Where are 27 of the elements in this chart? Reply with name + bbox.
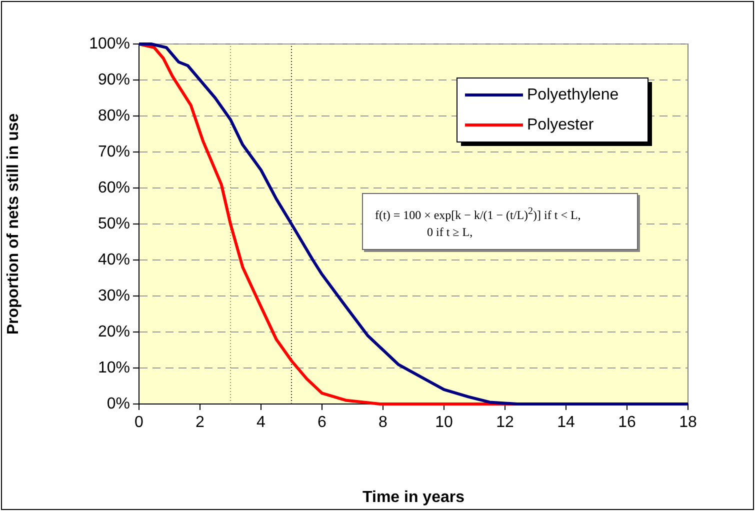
x-tick-label: 18 bbox=[679, 414, 697, 432]
x-tick-label: 14 bbox=[557, 414, 575, 432]
x-tick-label: 4 bbox=[256, 414, 266, 432]
annotation: f(t) = 100 × exp[k − k/(1 − (t/L)$^{2}$)] if t < L, bbox=[375, 205, 581, 224]
y-tick-label: 100% bbox=[89, 35, 130, 52]
x-axis-title: Time in years bbox=[362, 488, 465, 506]
legend-label: Polyethylene bbox=[527, 86, 619, 104]
x-tick-label: 0 bbox=[134, 414, 144, 432]
x-tick-label: 8 bbox=[378, 414, 388, 432]
x-tick-label: 6 bbox=[318, 414, 327, 432]
x-tick-label: 10 bbox=[435, 414, 453, 432]
x-tick-label: 16 bbox=[618, 414, 636, 432]
y-tick-label: 10% bbox=[98, 359, 130, 376]
y-tick-label: 80% bbox=[98, 107, 130, 124]
y-tick-label: 30% bbox=[98, 287, 130, 304]
x-tick-label: 12 bbox=[496, 414, 514, 432]
x-tick-label: 2 bbox=[196, 414, 205, 432]
y-tick-label: 70% bbox=[98, 143, 130, 160]
legend-label: Polyester bbox=[527, 116, 594, 134]
y-tick-label: 20% bbox=[98, 323, 130, 340]
y-tick-label: 60% bbox=[98, 179, 130, 196]
annotation: 0 if t ≥ L, bbox=[426, 224, 474, 241]
y-tick-label: 40% bbox=[98, 251, 130, 268]
y-axis-title: Proportion of nets still in use bbox=[5, 113, 22, 335]
y-tick-label: 50% bbox=[98, 215, 130, 232]
y-tick-label: 0% bbox=[106, 395, 130, 412]
y-tick-label: 90% bbox=[98, 71, 130, 88]
